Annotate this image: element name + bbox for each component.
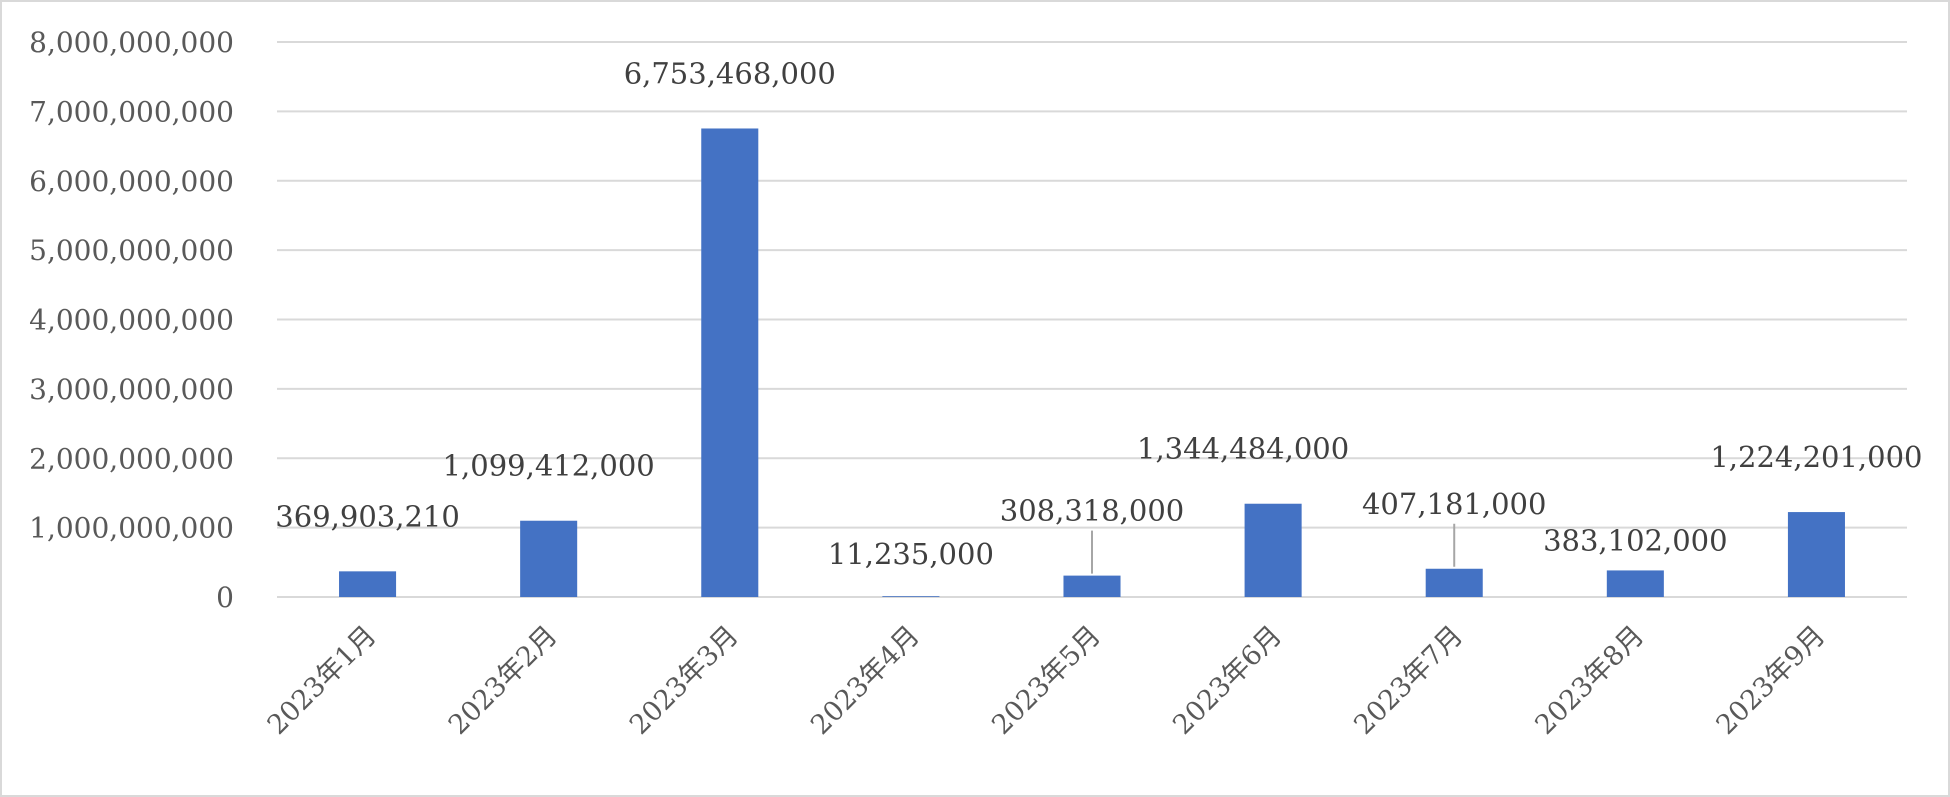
bar (701, 128, 759, 597)
data-label: 308,318,000 (1000, 494, 1185, 528)
x-category-label: 2023年5月 (986, 620, 1107, 741)
x-category-label: 2023年1月 (262, 620, 383, 741)
y-tick-label: 4,000,000,000 (29, 304, 234, 337)
x-axis-categories: 2023年1月 2023年2月 2023年3月 2023年4月 2023年5月 2023年… (262, 620, 1832, 741)
bar (339, 571, 397, 597)
x-category-label: 2023年4月 (805, 620, 926, 741)
y-tick-label: 5,000,000,000 (29, 234, 234, 267)
x-category-label: 2023年3月 (624, 620, 745, 741)
data-label: 369,903,210 (275, 499, 460, 533)
y-tick-label: 3,000,000,000 (29, 373, 234, 406)
data-label: 1,224,201,000 (1710, 440, 1922, 474)
bar (1063, 575, 1121, 597)
y-tick-label: 8,000,000,000 (29, 26, 234, 59)
bar (1606, 570, 1664, 597)
y-tick-label: 6,000,000,000 (29, 165, 234, 198)
data-label: 1,099,412,000 (443, 449, 655, 483)
x-category-label: 2023年6月 (1167, 620, 1288, 741)
bar (1425, 568, 1483, 597)
data-label: 6,753,468,000 (624, 56, 836, 90)
x-category-label: 2023年8月 (1529, 620, 1650, 741)
y-tick-label: 1,000,000,000 (29, 512, 234, 545)
bar (1244, 503, 1302, 597)
data-labels: 369,903,210 1,099,412,000 6,753,468,000 11,… (275, 56, 1922, 571)
x-category-label: 2023年7月 (1348, 620, 1469, 741)
y-axis-ticks: 0 1,000,000,000 2,000,000,000 3,000,000,000… (29, 26, 234, 614)
leader-lines (1091, 523, 1456, 574)
bar (1787, 512, 1845, 597)
y-tick-label: 2,000,000,000 (29, 442, 234, 475)
x-category-label: 2023年9月 (1711, 620, 1832, 741)
data-label: 407,181,000 (1362, 487, 1547, 521)
bar (882, 596, 940, 597)
bars (339, 128, 1845, 597)
data-label: 11,235,000 (828, 537, 994, 571)
x-category-label: 2023年2月 (443, 620, 564, 741)
bar (520, 520, 578, 597)
data-label: 1,344,484,000 (1137, 432, 1349, 466)
data-label: 383,102,000 (1543, 523, 1728, 557)
y-tick-label: 7,000,000,000 (29, 95, 234, 128)
y-tick-label: 0 (216, 581, 234, 614)
